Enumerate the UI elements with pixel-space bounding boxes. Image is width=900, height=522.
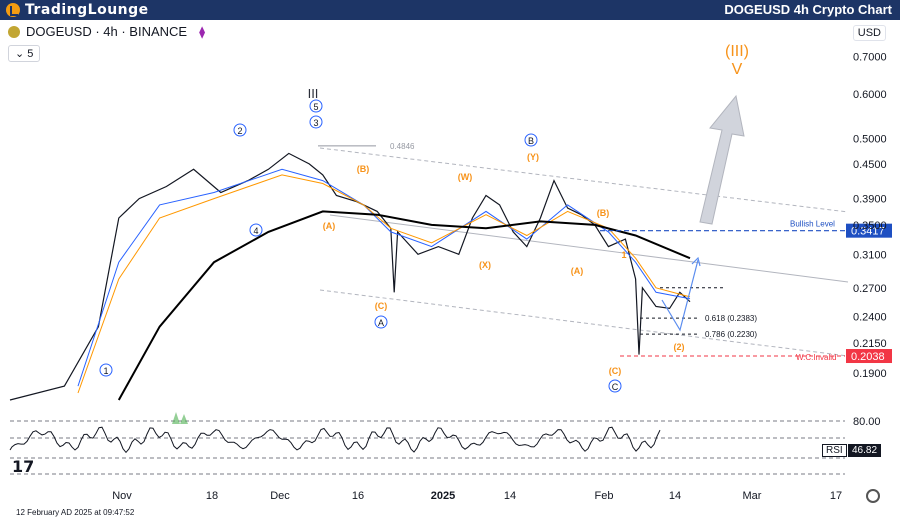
series-line-2 bbox=[77, 174, 691, 394]
invalid-price-box bbox=[846, 349, 892, 364]
level-label: 0.4846 bbox=[390, 142, 415, 151]
x-tick-label: 17 bbox=[830, 490, 842, 502]
tradingview-logo: 17 bbox=[12, 457, 34, 476]
bullish-price-box bbox=[846, 223, 892, 238]
y-tick-label: 0.6000 bbox=[853, 89, 887, 101]
upper-channel-line bbox=[319, 147, 849, 213]
brand-name: TradingLounge bbox=[25, 2, 149, 18]
rsi-value: 46.82 bbox=[848, 444, 882, 457]
chart-title: DOGEUSD 4h Crypto Chart bbox=[724, 2, 892, 17]
object-tree-icon[interactable]: ⧫ bbox=[199, 24, 206, 39]
wave-label: (W) bbox=[458, 172, 473, 182]
wave-label: III bbox=[308, 86, 319, 101]
rsi-overbought-fill bbox=[172, 412, 188, 424]
level-label: 0.618 (0.2383) bbox=[705, 314, 757, 323]
wave-label: (X) bbox=[479, 260, 491, 270]
y-tick-label: 0.1900 bbox=[853, 368, 887, 380]
wave-circle bbox=[309, 99, 323, 113]
series-line-0 bbox=[9, 152, 691, 401]
wave-circle bbox=[608, 379, 622, 393]
symbol-label: DOGEUSD · 4h · BINANCE bbox=[26, 24, 188, 39]
y-tick-label: 0.3500 bbox=[853, 220, 887, 232]
wave-label: C bbox=[612, 382, 619, 392]
level-label: Bullish Level bbox=[790, 220, 835, 229]
series-line-1 bbox=[77, 168, 691, 387]
invalid-price-label: 0.2038 bbox=[851, 351, 885, 363]
wave-label: V bbox=[732, 61, 743, 78]
wave-label: (Y) bbox=[527, 152, 539, 162]
rsi-line bbox=[9, 426, 661, 454]
brand-logo: TradingLounge bbox=[6, 2, 149, 18]
timestamp-footer: 12 February AD 2025 at 09:47:52 bbox=[16, 508, 135, 517]
wave-label: 5 bbox=[313, 102, 318, 112]
wave-label: (A) bbox=[571, 266, 584, 276]
wave-circle bbox=[524, 133, 538, 147]
x-tick-label: Nov bbox=[112, 490, 132, 502]
symbol-legend[interactable]: DOGEUSD · 4h · BINANCE ⧫ bbox=[8, 24, 205, 39]
x-tick-label: 18 bbox=[206, 490, 218, 502]
currency-button[interactable]: USD bbox=[852, 25, 886, 41]
projection-arrow-head bbox=[691, 256, 701, 267]
wave-label: (B) bbox=[597, 208, 610, 218]
y-tick-label: 0.3900 bbox=[853, 194, 887, 206]
wave-circle bbox=[233, 123, 247, 137]
wave-label: 1 bbox=[103, 366, 108, 376]
x-tick-label: 2025 bbox=[431, 490, 455, 502]
wave-label: (B) bbox=[357, 164, 370, 174]
wave-label: (A) bbox=[323, 221, 336, 231]
lower-channel-line bbox=[319, 289, 849, 357]
wave-label: 1 bbox=[621, 250, 626, 260]
wave-label: (C) bbox=[609, 366, 622, 376]
indicator-count: 5 bbox=[27, 48, 34, 60]
x-tick-label: Mar bbox=[743, 490, 762, 502]
big-up-arrow bbox=[699, 94, 745, 225]
y-tick-label: 0.2150 bbox=[853, 338, 887, 350]
wave-circle bbox=[309, 115, 323, 129]
wave-label: (III) bbox=[725, 43, 749, 60]
doge-coin-icon bbox=[8, 25, 20, 38]
wave-circle bbox=[374, 315, 388, 329]
rsi-80-label: 80.00 bbox=[853, 416, 881, 428]
header-bar: TradingLounge DOGEUSD 4h Crypto Chart bbox=[0, 0, 900, 20]
y-tick-label: 0.2700 bbox=[853, 283, 887, 295]
settings-gear-icon[interactable] bbox=[866, 489, 880, 503]
y-tick-label: 0.5000 bbox=[853, 133, 887, 145]
level-label: W.C.Invalid bbox=[796, 353, 836, 362]
y-tick-label: 0.3100 bbox=[853, 249, 887, 261]
wave-label: B bbox=[528, 136, 534, 146]
x-tick-label: 14 bbox=[504, 490, 516, 502]
y-tick-label: 0.7000 bbox=[853, 52, 887, 64]
wave-label: 4 bbox=[253, 226, 258, 236]
logo-icon bbox=[6, 3, 20, 17]
projection-arrow bbox=[661, 259, 699, 332]
wave-label: (2) bbox=[674, 342, 685, 352]
x-tick-label: Feb bbox=[595, 490, 614, 502]
wave-circle bbox=[249, 223, 263, 237]
wave-circle bbox=[99, 363, 113, 377]
wave-label: 2 bbox=[237, 126, 242, 136]
wave-label: 3 bbox=[313, 118, 318, 128]
middle-channel-line bbox=[329, 214, 849, 283]
y-tick-label: 0.2400 bbox=[853, 311, 887, 323]
rsi-label: RSI bbox=[822, 444, 847, 457]
chevron-down-icon: ⌄ bbox=[15, 48, 25, 60]
series-line-3 bbox=[117, 210, 691, 401]
y-tick-label: 0.4500 bbox=[853, 159, 887, 171]
x-tick-label: Dec bbox=[270, 490, 290, 502]
wave-label: A bbox=[378, 318, 384, 328]
x-tick-label: 14 bbox=[669, 490, 681, 502]
level-label: 0.786 (0.2230) bbox=[705, 330, 757, 339]
x-tick-label: 16 bbox=[352, 490, 364, 502]
wave-label: (C) bbox=[375, 301, 388, 311]
indicator-toggle-button[interactable]: ⌄ 5 bbox=[8, 45, 41, 62]
bullish-price-label: 0.3417 bbox=[851, 226, 885, 238]
